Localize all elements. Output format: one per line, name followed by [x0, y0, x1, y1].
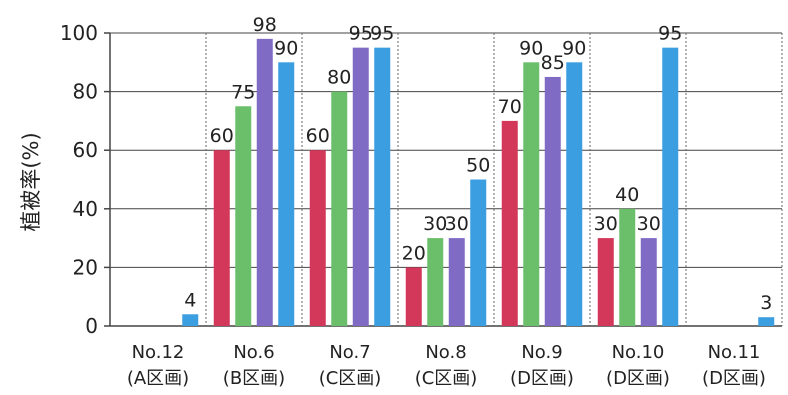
data-label: 4: [184, 289, 196, 311]
x-category-label: No.10: [612, 342, 665, 363]
bar: [278, 62, 295, 327]
data-label: 75: [231, 81, 255, 103]
data-label: 30: [637, 213, 661, 235]
y-tick-label-20: 20: [73, 255, 98, 279]
bar: [235, 106, 252, 326]
bar: [213, 150, 230, 326]
x-category-label: (D区画): [606, 368, 670, 389]
x-category-label: No.6: [233, 342, 274, 363]
data-label: 90: [562, 37, 586, 59]
data-label: 98: [253, 14, 277, 36]
bar: [544, 76, 561, 326]
data-label: 40: [615, 184, 639, 206]
bar: [501, 120, 518, 327]
data-label: 60: [306, 125, 330, 147]
data-label: 80: [327, 67, 351, 89]
data-label: 70: [498, 96, 522, 118]
data-label: 60: [210, 125, 234, 147]
bar: [470, 179, 487, 326]
data-label: 20: [402, 242, 426, 264]
bar: [662, 47, 679, 327]
bar: [331, 91, 348, 326]
data-label: 30: [423, 213, 447, 235]
x-category-label: (D区画): [702, 368, 766, 389]
bar: [256, 38, 273, 327]
x-category-label: (D区画): [510, 368, 574, 389]
data-label: 30: [594, 213, 618, 235]
y-tick-label-100: 100: [60, 21, 98, 45]
x-category-label: (B区画): [223, 368, 285, 389]
y-tick-label-0: 0: [85, 314, 98, 338]
y-axis-title: 植被率(%): [19, 132, 43, 231]
bar: [597, 238, 614, 326]
bar: [523, 62, 540, 327]
bar: [352, 47, 369, 327]
y-tick-label-60: 60: [73, 138, 98, 162]
data-label: 95: [349, 23, 373, 45]
bar: [309, 150, 326, 326]
y-tick-label-80: 80: [73, 80, 98, 104]
data-label: 3: [760, 292, 772, 314]
bar: [374, 47, 391, 327]
x-category-label: No.11: [708, 342, 761, 363]
data-label: 90: [519, 37, 543, 59]
x-category-label: No.12: [132, 342, 185, 363]
bar: [619, 208, 636, 326]
plot-area: 0204060801004No.12(A区画)60759890No.6(B区画)…: [60, 14, 783, 389]
bar: [182, 314, 199, 326]
bar: [448, 238, 465, 326]
x-category-label: No.8: [425, 342, 466, 363]
data-label: 90: [274, 37, 298, 59]
bar: [566, 62, 583, 327]
bar: [427, 238, 444, 326]
data-label: 95: [658, 23, 682, 45]
x-category-label: No.9: [521, 342, 562, 363]
data-label: 30: [445, 213, 469, 235]
bar: [405, 267, 422, 326]
x-category-label: (C区画): [415, 368, 478, 389]
data-label: 50: [466, 155, 490, 177]
bar: [758, 317, 775, 326]
x-category-label: (A区画): [127, 368, 189, 389]
bar: [640, 238, 657, 326]
x-category-label: (C区画): [319, 368, 382, 389]
data-label: 95: [370, 23, 394, 45]
x-category-label: No.7: [329, 342, 370, 363]
y-tick-label-40: 40: [73, 197, 98, 221]
data-label: 85: [541, 52, 565, 74]
